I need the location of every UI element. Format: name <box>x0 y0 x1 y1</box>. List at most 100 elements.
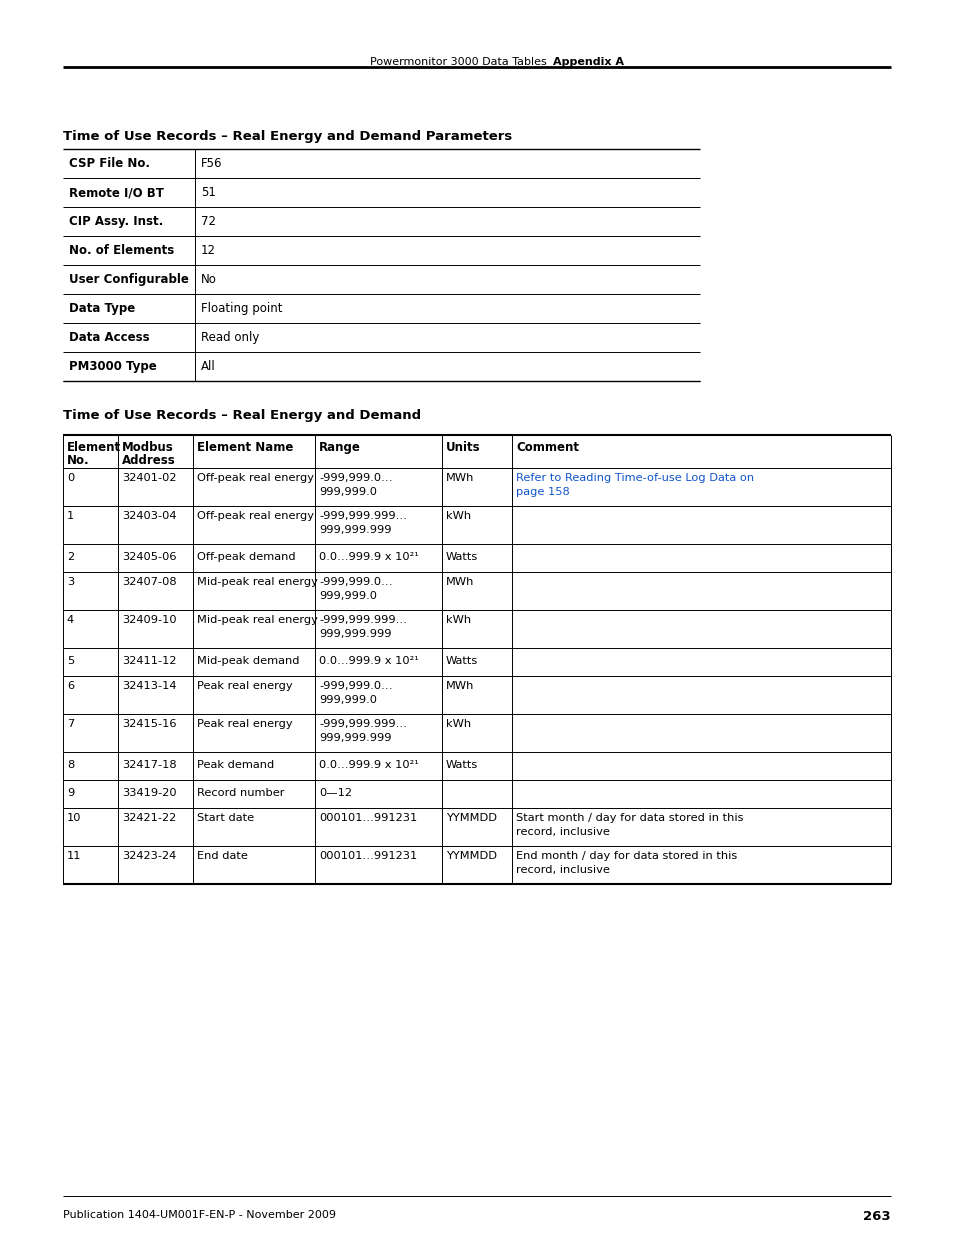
Text: Element Name: Element Name <box>196 441 294 454</box>
Text: Watts: Watts <box>446 760 477 769</box>
Text: Peak demand: Peak demand <box>196 760 274 769</box>
Text: Refer to Reading Time-of-use Log Data on: Refer to Reading Time-of-use Log Data on <box>516 473 753 483</box>
Text: -999,999.0…: -999,999.0… <box>318 577 392 587</box>
Text: 0.0…999.9 x 10²¹: 0.0…999.9 x 10²¹ <box>318 552 418 562</box>
Text: 4: 4 <box>67 615 74 625</box>
Text: Time of Use Records – Real Energy and Demand: Time of Use Records – Real Energy and De… <box>63 409 420 422</box>
Text: Remote I/O BT: Remote I/O BT <box>69 186 164 199</box>
Text: Mid-peak real energy: Mid-peak real energy <box>196 577 317 587</box>
Text: 999,999.0: 999,999.0 <box>318 695 376 705</box>
Text: Range: Range <box>318 441 360 454</box>
Text: 0—12: 0—12 <box>318 788 352 798</box>
Text: Appendix A: Appendix A <box>553 57 623 67</box>
Text: F56: F56 <box>201 157 222 170</box>
Text: 32411-12: 32411-12 <box>122 656 176 666</box>
Text: 000101…991231: 000101…991231 <box>318 851 416 861</box>
Text: 8: 8 <box>67 760 74 769</box>
Text: Off-peak demand: Off-peak demand <box>196 552 295 562</box>
Text: 32403-04: 32403-04 <box>122 511 176 521</box>
Text: kWh: kWh <box>446 615 471 625</box>
Text: 999,999.999: 999,999.999 <box>318 525 391 535</box>
Text: Off-peak real energy: Off-peak real energy <box>196 511 314 521</box>
Text: Peak real energy: Peak real energy <box>196 719 293 729</box>
Text: 999,999.999: 999,999.999 <box>318 734 391 743</box>
Text: Watts: Watts <box>446 656 477 666</box>
Text: 32401-02: 32401-02 <box>122 473 176 483</box>
Text: 1: 1 <box>67 511 74 521</box>
Text: record, inclusive: record, inclusive <box>516 827 609 837</box>
Text: -999,999.0…: -999,999.0… <box>318 680 392 692</box>
Text: -999,999.999…: -999,999.999… <box>318 615 407 625</box>
Text: -999,999.999…: -999,999.999… <box>318 511 407 521</box>
Text: 2: 2 <box>67 552 74 562</box>
Text: User Configurable: User Configurable <box>69 273 189 287</box>
Text: Start month / day for data stored in this: Start month / day for data stored in thi… <box>516 813 742 823</box>
Text: 32407-08: 32407-08 <box>122 577 176 587</box>
Text: Comment: Comment <box>516 441 578 454</box>
Text: Publication 1404-UM001F-EN-P - November 2009: Publication 1404-UM001F-EN-P - November … <box>63 1210 335 1220</box>
Text: 0: 0 <box>67 473 74 483</box>
Text: YYMMDD: YYMMDD <box>446 851 497 861</box>
Text: 11: 11 <box>67 851 81 861</box>
Text: 263: 263 <box>862 1210 890 1223</box>
Text: page 158: page 158 <box>516 487 569 496</box>
Text: Floating point: Floating point <box>201 303 282 315</box>
Text: record, inclusive: record, inclusive <box>516 864 609 876</box>
Text: 0.0…999.9 x 10²¹: 0.0…999.9 x 10²¹ <box>318 760 418 769</box>
Text: Element: Element <box>67 441 121 454</box>
Text: 9: 9 <box>67 788 74 798</box>
Text: 32421-22: 32421-22 <box>122 813 176 823</box>
Text: Record number: Record number <box>196 788 284 798</box>
Text: Watts: Watts <box>446 552 477 562</box>
Text: 5: 5 <box>67 656 74 666</box>
Text: 32415-16: 32415-16 <box>122 719 176 729</box>
Text: No: No <box>201 273 216 287</box>
Text: kWh: kWh <box>446 511 471 521</box>
Text: Address: Address <box>122 454 175 467</box>
Text: Time of Use Records – Real Energy and Demand Parameters: Time of Use Records – Real Energy and De… <box>63 130 512 143</box>
Text: YYMMDD: YYMMDD <box>446 813 497 823</box>
Text: 999,999.999: 999,999.999 <box>318 629 391 638</box>
Text: Read only: Read only <box>201 331 259 345</box>
Text: No. of Elements: No. of Elements <box>69 245 174 257</box>
Text: CSP File No.: CSP File No. <box>69 157 150 170</box>
Text: -999,999.999…: -999,999.999… <box>318 719 407 729</box>
Text: MWh: MWh <box>446 680 474 692</box>
Text: No.: No. <box>67 454 90 467</box>
Text: PM3000 Type: PM3000 Type <box>69 359 156 373</box>
Text: Mid-peak real energy: Mid-peak real energy <box>196 615 317 625</box>
Text: 32413-14: 32413-14 <box>122 680 176 692</box>
Text: kWh: kWh <box>446 719 471 729</box>
Text: Modbus: Modbus <box>122 441 173 454</box>
Text: 33419-20: 33419-20 <box>122 788 176 798</box>
Text: 6: 6 <box>67 680 74 692</box>
Text: CIP Assy. Inst.: CIP Assy. Inst. <box>69 215 163 228</box>
Text: 32417-18: 32417-18 <box>122 760 176 769</box>
Text: 12: 12 <box>201 245 215 257</box>
Text: MWh: MWh <box>446 577 474 587</box>
Text: -999,999.0…: -999,999.0… <box>318 473 392 483</box>
Text: Off-peak real energy: Off-peak real energy <box>196 473 314 483</box>
Text: 51: 51 <box>201 186 215 199</box>
Text: 0.0…999.9 x 10²¹: 0.0…999.9 x 10²¹ <box>318 656 418 666</box>
Text: 7: 7 <box>67 719 74 729</box>
Text: Powermonitor 3000 Data Tables: Powermonitor 3000 Data Tables <box>370 57 546 67</box>
Text: 000101…991231: 000101…991231 <box>318 813 416 823</box>
Text: Units: Units <box>446 441 480 454</box>
Text: 32405-06: 32405-06 <box>122 552 176 562</box>
Text: 3: 3 <box>67 577 74 587</box>
Text: 72: 72 <box>201 215 215 228</box>
Text: End date: End date <box>196 851 248 861</box>
Text: 32423-24: 32423-24 <box>122 851 176 861</box>
Text: Start date: Start date <box>196 813 253 823</box>
Text: 999,999.0: 999,999.0 <box>318 592 376 601</box>
Text: 999,999.0: 999,999.0 <box>318 487 376 496</box>
Text: 32409-10: 32409-10 <box>122 615 176 625</box>
Text: Peak real energy: Peak real energy <box>196 680 293 692</box>
Text: End month / day for data stored in this: End month / day for data stored in this <box>516 851 737 861</box>
Text: Data Type: Data Type <box>69 303 135 315</box>
Text: 10: 10 <box>67 813 81 823</box>
Text: MWh: MWh <box>446 473 474 483</box>
Text: All: All <box>201 359 215 373</box>
Text: Data Access: Data Access <box>69 331 150 345</box>
